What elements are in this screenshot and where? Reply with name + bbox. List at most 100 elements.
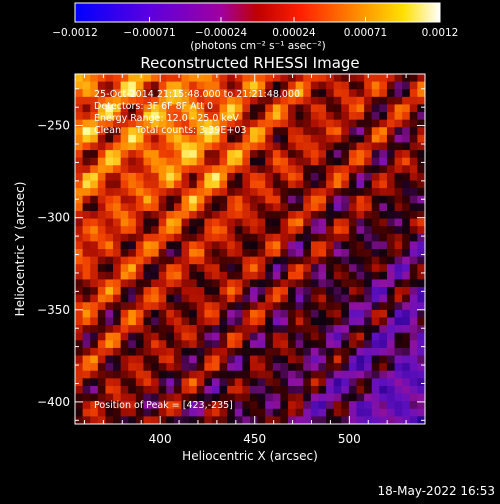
- heatmap-cell: [234, 325, 243, 334]
- heatmap-cell: [371, 165, 380, 174]
- heatmap-cell: [128, 302, 137, 311]
- heatmap-cell: [75, 127, 84, 136]
- heatmap-cell: [265, 233, 274, 242]
- heatmap-cell: [82, 241, 91, 250]
- heatmap-cell: [386, 157, 395, 166]
- heatmap-cell: [75, 363, 84, 372]
- heatmap-cell: [318, 165, 327, 174]
- heatmap-cell: [417, 241, 425, 250]
- heatmap-cell: [409, 385, 418, 394]
- heatmap-cell: [356, 104, 365, 113]
- heatmap-cell: [250, 188, 259, 197]
- heatmap-cell: [128, 271, 137, 280]
- heatmap-cell: [364, 271, 373, 280]
- heatmap-cell: [402, 157, 411, 166]
- heatmap-cell: [128, 332, 137, 341]
- heatmap-cell: [272, 271, 281, 280]
- heatmap-cell: [386, 249, 395, 258]
- heatmap-cell: [143, 104, 152, 113]
- heatmap-cell: [371, 172, 380, 181]
- heatmap-cell: [280, 279, 289, 288]
- heatmap-cell: [97, 279, 106, 288]
- heatmap-cell: [227, 393, 236, 402]
- heatmap-cell: [82, 104, 91, 113]
- heatmap-cell: [173, 302, 182, 311]
- heatmap-cell: [234, 127, 243, 136]
- heatmap-cell: [326, 241, 335, 250]
- heatmap-cell: [173, 89, 182, 98]
- heatmap-cell: [242, 249, 251, 258]
- heatmap-cell: [97, 112, 106, 121]
- heatmap-cell: [394, 325, 403, 334]
- heatmap-cell: [356, 249, 365, 258]
- heatmap-cell: [151, 340, 160, 349]
- heatmap-cell: [318, 302, 327, 311]
- heatmap-cell: [242, 347, 251, 356]
- heatmap-cell: [189, 142, 198, 151]
- heatmap-cell: [196, 355, 205, 364]
- heatmap-cell: [181, 119, 190, 128]
- heatmap-cell: [90, 294, 99, 303]
- heatmap-cell: [333, 74, 342, 83]
- heatmap-cell: [75, 96, 84, 105]
- heatmap-cell: [402, 271, 411, 280]
- heatmap-cell: [143, 157, 152, 166]
- heatmap-cell: [341, 401, 350, 410]
- heatmap-cell: [394, 363, 403, 372]
- annotation-time-range: 25-Oct-2014 21:15:48.000 to 21:21:48.000: [94, 89, 300, 100]
- heatmap-cell: [250, 355, 259, 364]
- heatmap-cell: [196, 157, 205, 166]
- heatmap-cell: [173, 112, 182, 121]
- heatmap-cell: [318, 89, 327, 98]
- heatmap-cell: [409, 150, 418, 159]
- heatmap-cell: [158, 150, 167, 159]
- heatmap-cell: [310, 347, 319, 356]
- heatmap-cell: [417, 96, 425, 105]
- heatmap-cell: [227, 142, 236, 151]
- heatmap-cell: [272, 393, 281, 402]
- heatmap-cell: [189, 408, 198, 417]
- heatmap-cell: [326, 233, 335, 242]
- heatmap-cell: [318, 226, 327, 235]
- heatmap-cell: [120, 332, 129, 341]
- heatmap-cell: [295, 119, 304, 128]
- heatmap-cell: [181, 127, 190, 136]
- heatmap-cell: [234, 385, 243, 394]
- heatmap-cell: [204, 347, 213, 356]
- heatmap-cell: [318, 385, 327, 394]
- heatmap-cell: [303, 142, 312, 151]
- heatmap-cell: [90, 104, 99, 113]
- heatmap-cell: [189, 210, 198, 219]
- heatmap-cell: [348, 249, 357, 258]
- heatmap-cell: [196, 241, 205, 250]
- heatmap-cell: [250, 340, 259, 349]
- heatmap-cell: [371, 157, 380, 166]
- heatmap-cell: [181, 81, 190, 90]
- heatmap-cell: [409, 416, 418, 424]
- heatmap-cell: [105, 416, 114, 424]
- y-tick-label: −350: [37, 303, 70, 317]
- heatmap-cell: [242, 89, 251, 98]
- heatmap-cell: [219, 256, 228, 265]
- heatmap-cell: [120, 378, 129, 387]
- heatmap-cell: [105, 325, 114, 334]
- heatmap-cell: [379, 172, 388, 181]
- heatmap-cell: [234, 81, 243, 90]
- heatmap-cell: [97, 294, 106, 303]
- heatmap-cell: [371, 271, 380, 280]
- heatmap-cell: [303, 157, 312, 166]
- heatmap-cell: [280, 150, 289, 159]
- heatmap-cell: [173, 347, 182, 356]
- heatmap-cell: [219, 355, 228, 364]
- heatmap-cell: [189, 378, 198, 387]
- heatmap-cell: [189, 363, 198, 372]
- heatmap-cell: [166, 127, 175, 136]
- heatmap-cell: [402, 233, 411, 242]
- heatmap-cell: [90, 378, 99, 387]
- heatmap-cell: [143, 119, 152, 128]
- heatmap-cell: [348, 416, 357, 424]
- heatmap-cell: [97, 256, 106, 265]
- heatmap-cell: [409, 89, 418, 98]
- heatmap-cell: [242, 233, 251, 242]
